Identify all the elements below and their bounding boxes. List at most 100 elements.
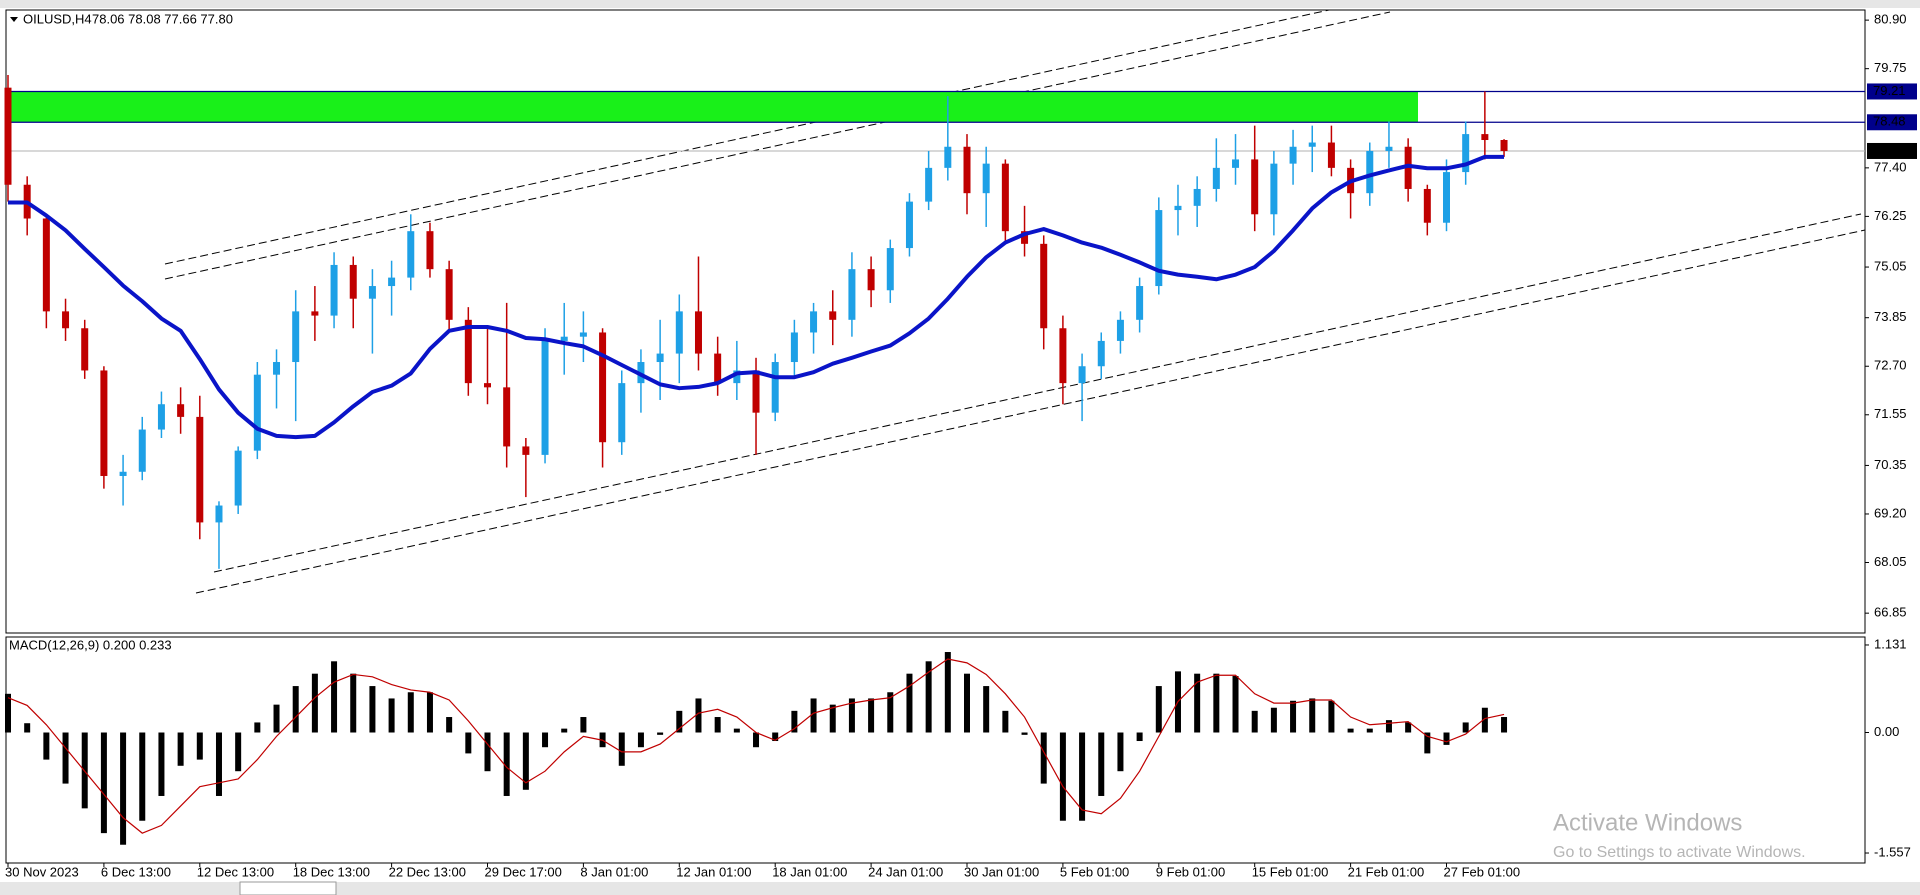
candle-body bbox=[42, 218, 50, 312]
macd-bar bbox=[331, 661, 338, 733]
candle-body bbox=[714, 353, 722, 384]
macd-bar bbox=[1385, 720, 1392, 733]
macd-bar bbox=[887, 692, 894, 733]
candle-body bbox=[1251, 159, 1259, 215]
price-label: 78.48 bbox=[1873, 114, 1906, 129]
candle-body bbox=[1059, 328, 1067, 384]
candle-body bbox=[1443, 172, 1450, 223]
supply-zone bbox=[7, 91, 1418, 123]
candle-body bbox=[618, 383, 626, 443]
candle-body bbox=[886, 248, 894, 291]
candle-body bbox=[1308, 142, 1316, 147]
candle-body bbox=[1462, 134, 1470, 173]
macd-bar bbox=[657, 732, 664, 735]
macd-bar bbox=[1347, 728, 1354, 733]
macd-bar bbox=[542, 732, 549, 748]
macd-bar bbox=[426, 692, 433, 733]
macd-bar bbox=[1059, 732, 1066, 821]
macd-bar bbox=[292, 686, 299, 733]
macd-bar bbox=[446, 717, 453, 733]
macd-bar bbox=[1462, 722, 1469, 733]
trendline bbox=[164, 9, 1330, 265]
price-label: 79.21 bbox=[1873, 83, 1906, 98]
candle-body bbox=[215, 505, 223, 523]
macd-bar bbox=[43, 732, 50, 760]
candle-body bbox=[1021, 231, 1029, 244]
macd-bar bbox=[733, 728, 740, 733]
macd-bar bbox=[350, 673, 357, 733]
candle-body bbox=[1155, 210, 1163, 287]
macd-bar bbox=[1443, 732, 1450, 745]
macd-bar bbox=[100, 732, 107, 834]
macd-bar bbox=[5, 693, 11, 733]
x-tick-label: 12 Jan 01:00 bbox=[676, 864, 751, 879]
candle-body bbox=[464, 319, 472, 384]
x-tick-label: 18 Jan 01:00 bbox=[772, 864, 847, 879]
macd-bar bbox=[637, 732, 644, 748]
price-label-box bbox=[1867, 114, 1917, 131]
candle-body bbox=[1481, 134, 1489, 141]
macd-bar bbox=[1232, 676, 1239, 733]
ohlc: 78.06 78.08 77.66 77.80 bbox=[92, 11, 233, 26]
y-tick-label: 76.25 bbox=[1874, 208, 1907, 223]
candle-body bbox=[1001, 163, 1009, 232]
candle-body bbox=[867, 269, 875, 291]
macd-bar bbox=[983, 686, 990, 733]
candle-body bbox=[1366, 150, 1374, 194]
macd-bar bbox=[810, 698, 817, 733]
trendline bbox=[213, 213, 1862, 573]
macd-bar bbox=[1424, 732, 1431, 754]
macd-bar bbox=[1328, 700, 1335, 733]
x-tick-label: 18 Dec 13:00 bbox=[293, 864, 370, 879]
y-tick-label: 66.85 bbox=[1874, 605, 1907, 620]
x-tick-label: 6 Dec 13:00 bbox=[101, 864, 171, 879]
macd-bar bbox=[1309, 698, 1316, 733]
macd-bar bbox=[944, 652, 951, 733]
macd-bar bbox=[1098, 732, 1105, 796]
candle-body bbox=[925, 167, 933, 202]
candle-body bbox=[234, 450, 242, 506]
candle-body bbox=[1174, 205, 1182, 211]
macd-bar bbox=[1290, 700, 1297, 733]
x-tick-label: 22 Dec 13:00 bbox=[389, 864, 466, 879]
toolbar-strip bbox=[0, 0, 1920, 8]
candle-body bbox=[407, 231, 415, 278]
candle-body bbox=[426, 231, 434, 270]
candle-body bbox=[177, 404, 185, 417]
candle-body bbox=[349, 264, 357, 299]
candle-body bbox=[1097, 340, 1105, 367]
y-tick-label: 70.35 bbox=[1874, 457, 1907, 472]
macd-bar bbox=[196, 732, 203, 760]
macd-bar bbox=[1366, 728, 1373, 733]
macd-bar bbox=[158, 732, 165, 796]
candle-body bbox=[273, 362, 281, 375]
candle-body bbox=[1404, 146, 1412, 189]
candle-body bbox=[119, 471, 127, 476]
macd-bar bbox=[311, 673, 318, 733]
y-tick-label: 77.40 bbox=[1874, 159, 1907, 174]
y-tick-label: 71.55 bbox=[1874, 406, 1907, 421]
candle-body bbox=[1232, 159, 1240, 168]
macd-bar bbox=[215, 732, 222, 796]
candle-body bbox=[1500, 140, 1508, 151]
candle-body bbox=[790, 332, 798, 363]
macd-bar bbox=[1501, 717, 1508, 733]
macd-bar bbox=[24, 723, 31, 733]
active-tab[interactable] bbox=[239, 881, 337, 895]
macd-bar bbox=[1136, 732, 1143, 742]
y-tick-label: 68.05 bbox=[1874, 554, 1907, 569]
x-tick-label: 15 Feb 01:00 bbox=[1252, 864, 1329, 879]
macd-bar bbox=[1481, 707, 1488, 733]
y-tick-label: 69.20 bbox=[1874, 505, 1907, 520]
candle-body bbox=[311, 311, 319, 316]
macd-bar bbox=[1270, 707, 1277, 733]
candle-body bbox=[484, 383, 491, 388]
x-tick-label: 8 Jan 01:00 bbox=[580, 864, 648, 879]
trendline bbox=[195, 229, 1866, 594]
menu-arrow[interactable] bbox=[10, 17, 18, 22]
macd-bar bbox=[522, 732, 529, 790]
candle-body bbox=[1212, 167, 1220, 189]
candle-body bbox=[771, 362, 779, 413]
macd-bar bbox=[254, 722, 261, 733]
